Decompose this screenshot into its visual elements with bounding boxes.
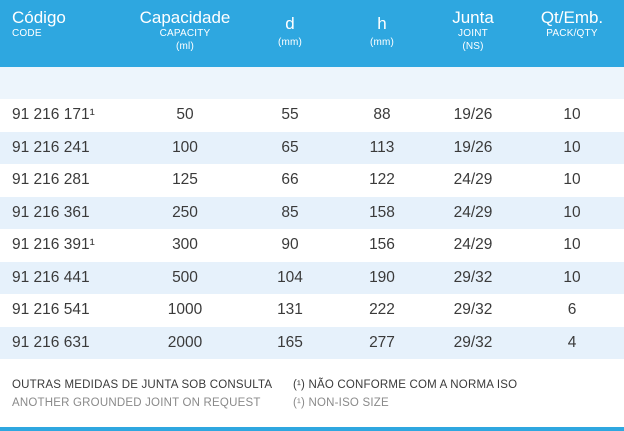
- cell-code: 91 216 541: [12, 301, 90, 318]
- table-body: 91 216 171¹ 50 55 88 19/26 10 91 216 241…: [0, 99, 624, 359]
- header-joint-unit: (NS): [462, 41, 484, 52]
- cell-h: 222: [369, 301, 395, 318]
- bottom-accent-bar: [0, 427, 624, 431]
- cell-pack: 10: [563, 171, 581, 188]
- cell-pack: 6: [567, 301, 577, 318]
- header-capacity-subtitle: CAPACITY: [159, 28, 211, 39]
- cell-capacity: 2000: [167, 333, 203, 351]
- header-d: d (mm): [258, 0, 322, 67]
- cell-joint: 24/29: [453, 203, 493, 221]
- cell-pack: 10: [563, 106, 581, 123]
- table-row: 91 216 441 500 104 190 29/32 10: [0, 261, 624, 294]
- cell-pack: 4: [567, 333, 577, 351]
- header-capacity-title: Capacidade: [139, 8, 231, 27]
- cell-h: 88: [373, 106, 391, 123]
- cell-joint: 29/32: [453, 333, 493, 351]
- cell-d: 65: [281, 138, 299, 156]
- cell-pack: 10: [563, 203, 581, 221]
- cell-joint: 19/26: [453, 106, 493, 123]
- table-row: 91 216 361 250 85 158 24/29 10: [0, 196, 624, 229]
- cell-pack: 10: [563, 138, 581, 156]
- header-pack-title: Qt/Emb.: [540, 8, 604, 27]
- cell-d: 66: [281, 171, 299, 188]
- cell-code: 91 216 361: [12, 203, 90, 221]
- footnote-iso-pt: (¹) NÃO CONFORME COM A NORMA ISO: [293, 379, 518, 391]
- cell-joint: 19/26: [453, 138, 493, 156]
- cell-code: 91 216 391¹: [12, 236, 95, 253]
- table-row: 91 216 171¹ 50 55 88 19/26 10: [0, 99, 624, 132]
- cell-capacity: 250: [172, 203, 198, 221]
- table-row: 91 216 391¹ 300 90 156 24/29 10: [0, 229, 624, 262]
- header-spacer-band: [0, 67, 624, 99]
- cell-h: 158: [369, 203, 395, 221]
- header-joint: Junta JOINT (NS): [438, 0, 508, 67]
- cell-capacity: 100: [172, 138, 198, 156]
- header-code-subtitle: CODE: [12, 28, 42, 39]
- cell-h: 122: [369, 171, 395, 188]
- header-d-unit: (mm): [277, 37, 303, 48]
- table-footer: OUTRAS MEDIDAS DE JUNTA SOB CONSULTA ANO…: [0, 359, 624, 427]
- cell-capacity: 50: [176, 106, 194, 123]
- cell-joint: 29/32: [453, 301, 493, 318]
- cell-capacity: 500: [172, 268, 198, 286]
- cell-h: 190: [369, 268, 395, 286]
- header-d-title: d: [285, 14, 295, 33]
- cell-code: 91 216 631: [12, 333, 90, 351]
- cell-d: 55: [281, 106, 299, 123]
- table-header: Código CODE Capacidade CAPACITY (ml) d (…: [0, 0, 624, 67]
- cell-code: 91 216 441: [12, 268, 90, 286]
- cell-h: 113: [369, 138, 395, 156]
- table-row: 91 216 241 100 65 113 19/26 10: [0, 131, 624, 164]
- cell-pack: 10: [563, 236, 581, 253]
- header-pack: Qt/Emb. PACK/QTY: [522, 0, 622, 67]
- cell-d: 131: [277, 301, 303, 318]
- cell-d: 90: [281, 236, 299, 253]
- cell-joint: 29/32: [453, 268, 493, 286]
- cell-d: 165: [277, 333, 303, 351]
- cell-pack: 10: [563, 268, 581, 286]
- footnote-joint-en: ANOTHER GROUNDED JOINT ON REQUEST: [12, 397, 261, 409]
- header-pack-subtitle: PACK/QTY: [546, 28, 598, 39]
- header-h: h (mm): [350, 0, 414, 67]
- cell-capacity: 300: [172, 236, 198, 253]
- cell-h: 277: [369, 333, 395, 351]
- table-row: 91 216 281 125 66 122 24/29 10: [0, 164, 624, 197]
- cell-code: 91 216 171¹: [12, 106, 95, 123]
- header-h-unit: (mm): [369, 37, 395, 48]
- header-capacity-unit: (ml): [175, 41, 194, 52]
- cell-code: 91 216 281: [12, 171, 90, 188]
- header-code: Código CODE: [12, 0, 66, 67]
- cell-joint: 24/29: [453, 171, 493, 188]
- footnote-joint-pt: OUTRAS MEDIDAS DE JUNTA SOB CONSULTA: [12, 379, 273, 391]
- cell-capacity: 1000: [167, 301, 203, 318]
- header-joint-subtitle: JOINT: [458, 28, 488, 39]
- cell-d: 104: [277, 268, 303, 286]
- cell-joint: 24/29: [453, 236, 493, 253]
- table-row: 91 216 541 1000 131 222 29/32 6: [0, 294, 624, 327]
- header-joint-title: Junta: [452, 8, 494, 27]
- header-code-title: Código: [12, 8, 66, 27]
- footnote-iso-en: (¹) NON-ISO SIZE: [293, 397, 389, 409]
- table-row: 91 216 631 2000 165 277 29/32 4: [0, 326, 624, 359]
- cell-d: 85: [281, 203, 299, 221]
- cell-h: 156: [369, 236, 395, 253]
- cell-capacity: 125: [172, 171, 198, 188]
- cell-code: 91 216 241: [12, 138, 90, 156]
- header-h-title: h: [377, 14, 387, 33]
- header-capacity: Capacidade CAPACITY (ml): [130, 0, 240, 67]
